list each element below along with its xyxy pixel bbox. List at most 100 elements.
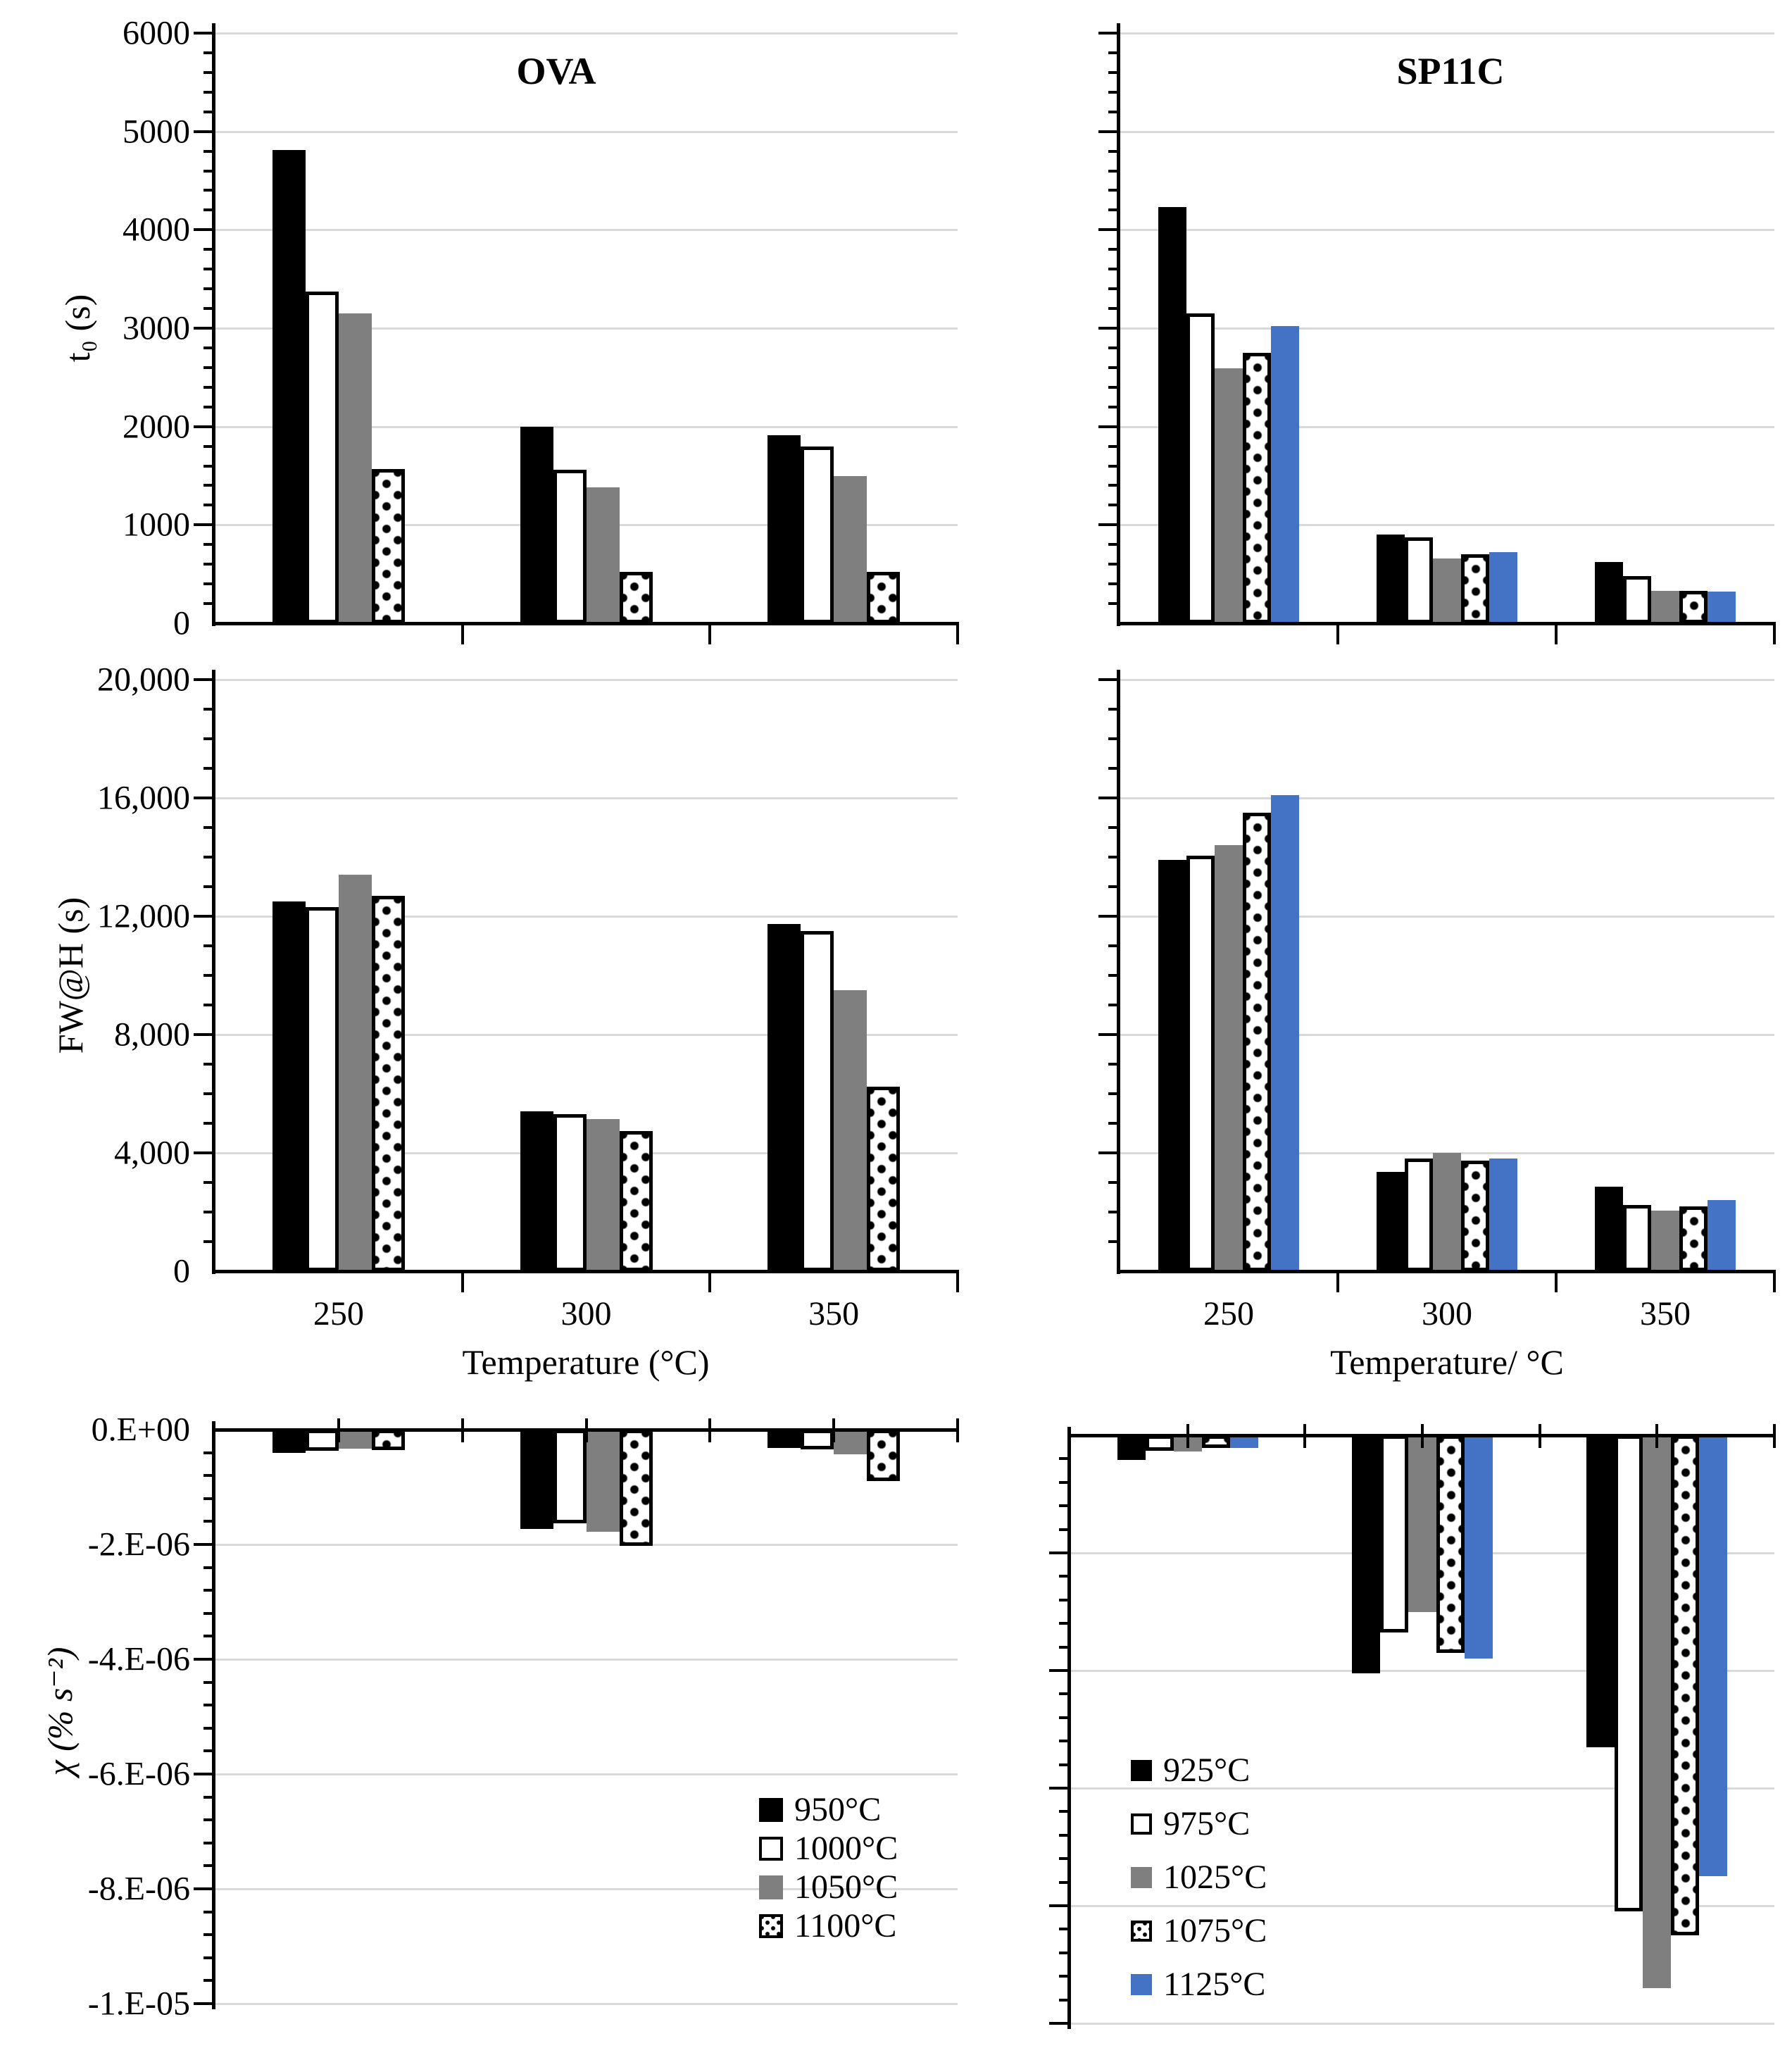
y-tick	[194, 1887, 213, 1890]
gridline	[215, 425, 958, 428]
bar-fwhh-sp11c-250-1125°C	[1271, 794, 1299, 1271]
x-tick	[1773, 623, 1776, 644]
y-tick	[203, 543, 213, 547]
y-tick	[203, 1566, 213, 1569]
panel-title-sp11c: SP11C	[1396, 50, 1505, 92]
y-tick	[203, 1704, 213, 1707]
x-tick	[1773, 1424, 1776, 1448]
bar-fwhh-ova-300-1000°C	[553, 1114, 587, 1271]
y-tick	[1108, 51, 1118, 54]
y-tick	[203, 1211, 213, 1213]
y-tick	[1108, 602, 1118, 606]
y-tick	[203, 944, 213, 947]
y-tick-label: 3000	[123, 309, 190, 347]
bar-fwhh-sp11c-300-975°C	[1405, 1159, 1433, 1271]
bar-fwhh-ova-350-1100°C	[867, 1086, 901, 1271]
y-axis	[1117, 670, 1120, 1274]
y-tick	[1049, 2022, 1069, 2025]
y-tick	[1059, 1810, 1069, 1813]
y-tick	[203, 582, 213, 586]
bar-chi-sp11c-250-925°C	[1117, 1435, 1146, 1461]
gridline	[215, 1034, 958, 1036]
bar-chi-sp11c-350-1025°C	[1643, 1435, 1672, 1988]
y-tick	[194, 523, 213, 527]
y-tick	[1108, 1211, 1118, 1213]
bar-chi-ova-250-1000°C	[305, 1430, 339, 1451]
bar-chi-ova-250-950°C	[272, 1430, 306, 1453]
legend-swatch-black	[1131, 1759, 1152, 1781]
gridline	[1120, 916, 1774, 918]
y-tick	[203, 563, 213, 566]
bar-chi-ova-300-950°C	[520, 1430, 553, 1529]
legend-item: 975°C	[1131, 1804, 1250, 1843]
y-tick	[203, 51, 213, 54]
gridline	[215, 679, 958, 681]
bar-t0-ova-350-1100°C	[867, 572, 901, 623]
y-tick	[1108, 582, 1118, 586]
y-tick-label: -2.E-06	[87, 1525, 190, 1563]
legend-label: 1100°C	[794, 1907, 897, 1944]
y-tick	[1049, 1787, 1069, 1790]
legend-label: 1025°C	[1163, 1859, 1267, 1896]
y-tick	[194, 1033, 213, 1036]
y-tick	[1108, 767, 1118, 770]
bar-t0-ova-350-950°C	[767, 435, 801, 623]
y-tick	[1108, 1181, 1118, 1184]
legend-label: 975°C	[1163, 1805, 1251, 1842]
y-axis	[1117, 23, 1120, 626]
bar-chi-ova-300-1000°C	[553, 1430, 587, 1523]
y-tick	[1108, 268, 1118, 271]
y-tick-label: 12,000	[97, 897, 190, 935]
y-tick	[203, 268, 213, 271]
bar-fwhh-sp11c-250-975°C	[1186, 855, 1215, 1271]
y-tick	[203, 1589, 213, 1592]
y-tick	[1108, 366, 1118, 369]
bar-chi-sp11c-300-1075°C	[1436, 1435, 1465, 1653]
gridline	[1120, 32, 1774, 35]
y-tick-label: -4.E-06	[87, 1640, 190, 1678]
y-tick	[203, 1956, 213, 1959]
gridline	[215, 1773, 958, 1775]
y-tick	[1059, 1763, 1069, 1766]
legend-label: 1050°C	[794, 1868, 898, 1906]
x-tick	[832, 1418, 836, 1442]
y-tick	[194, 228, 213, 232]
bar-chi-ova-250-1050°C	[338, 1430, 372, 1449]
y-tick	[1108, 1240, 1118, 1243]
y-tick	[1059, 1598, 1069, 1601]
y-tick	[203, 1635, 213, 1638]
y-tick	[1108, 346, 1118, 349]
y-tick	[203, 1451, 213, 1454]
bar-t0-ova-250-1000°C	[305, 292, 339, 623]
y-tick-label: 16,000	[97, 779, 190, 817]
y-tick	[1108, 885, 1118, 888]
x-axis	[1117, 622, 1776, 625]
bar-t0-sp11c-250-1075°C	[1243, 352, 1271, 623]
y-tick	[1098, 797, 1118, 799]
y-tick	[1108, 248, 1118, 251]
y-tick	[1059, 1951, 1069, 1954]
y-tick	[194, 2002, 213, 2005]
y-tick	[1108, 708, 1118, 711]
y-tick-label: 1000	[123, 506, 190, 544]
bar-chi-ova-350-1050°C	[834, 1430, 867, 1455]
y-tick	[194, 1658, 213, 1661]
y-tick	[203, 1092, 213, 1095]
x-tick	[708, 1418, 712, 1442]
bar-chi-sp11c-300-1125°C	[1465, 1435, 1493, 1659]
legend-label: 1000°C	[794, 1830, 898, 1867]
x-tick-label: 250	[313, 1295, 364, 1332]
bar-fwhh-ova-250-950°C	[272, 901, 306, 1271]
x-tick	[1303, 1424, 1307, 1448]
x-tick	[1655, 1424, 1659, 1448]
y-tick-label: 20,000	[97, 661, 190, 699]
y-tick-label: 4000	[123, 211, 190, 249]
bar-fwhh-sp11c-350-975°C	[1623, 1204, 1651, 1271]
y-tick	[1108, 70, 1118, 74]
y-tick	[194, 797, 213, 799]
x-tick	[460, 1418, 464, 1442]
bar-chi-sp11c-250-1125°C	[1229, 1435, 1258, 1448]
bar-t0-sp11c-250-1125°C	[1271, 326, 1299, 623]
y-tick	[203, 405, 213, 408]
y-tick	[1108, 484, 1118, 487]
